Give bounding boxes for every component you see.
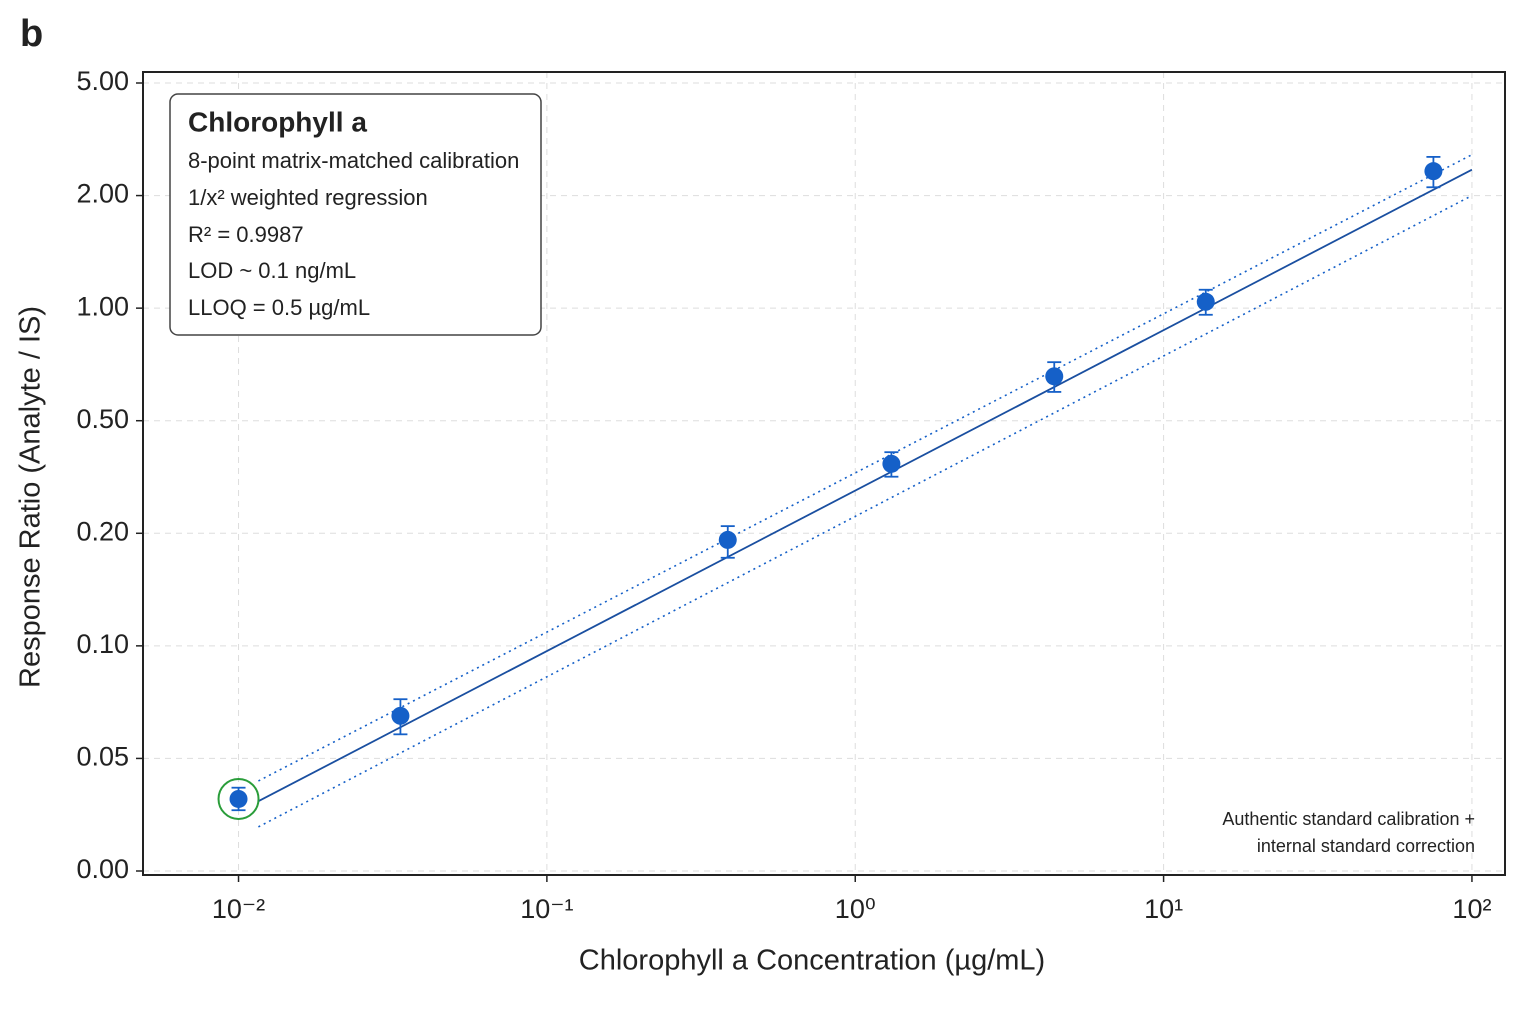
y-axis-label: Response Ratio (Analyte / IS) bbox=[15, 306, 47, 688]
y-tick-label: 0.50 bbox=[76, 404, 129, 434]
data-point bbox=[229, 789, 248, 808]
x-axis-label: Chlorophyll a Concentration (µg/mL) bbox=[579, 945, 1045, 977]
y-tick-label: 0.00 bbox=[76, 854, 129, 884]
info-line: R² = 0.9987 bbox=[188, 222, 304, 247]
x-tick-label: 10⁻¹ bbox=[520, 894, 573, 924]
panel-label: b bbox=[20, 13, 43, 55]
y-tick-label: 5.00 bbox=[76, 66, 129, 96]
y-tick-label: 2.00 bbox=[76, 179, 129, 209]
highlight-ring bbox=[217, 777, 260, 820]
info-line: 8-point matrix-matched calibration bbox=[188, 148, 519, 173]
info-line: 1/x² weighted regression bbox=[188, 185, 428, 210]
data-point bbox=[718, 530, 737, 549]
data-point bbox=[391, 706, 410, 725]
data-point bbox=[1196, 292, 1215, 311]
fit-line bbox=[257, 168, 1473, 803]
info-box bbox=[169, 93, 542, 336]
plot bbox=[217, 153, 1473, 828]
data-point bbox=[1424, 162, 1443, 181]
y-tick-label: 0.05 bbox=[76, 742, 129, 772]
x-tick-label: 10¹ bbox=[1144, 894, 1183, 924]
x-tick-label: 10⁻² bbox=[212, 894, 265, 924]
y-tick-label: 0.10 bbox=[76, 629, 129, 659]
data-point bbox=[1045, 367, 1064, 386]
x-tick-label: 10⁰ bbox=[835, 894, 876, 924]
info-title: Chlorophyll a bbox=[188, 106, 367, 137]
x-tick-label: 10² bbox=[1452, 894, 1491, 924]
data-point bbox=[882, 454, 901, 473]
y-tick-label: 1.00 bbox=[76, 291, 129, 321]
plot-frame bbox=[142, 71, 1506, 876]
info-line: LLOQ = 0.5 µg/mL bbox=[188, 295, 370, 320]
annotation: Authentic standard calibration + bbox=[1222, 809, 1475, 829]
annotation: internal standard correction bbox=[1257, 836, 1475, 856]
y-tick-label: 0.20 bbox=[76, 516, 129, 546]
info-line: LOD ~ 0.1 ng/mL bbox=[188, 258, 356, 283]
